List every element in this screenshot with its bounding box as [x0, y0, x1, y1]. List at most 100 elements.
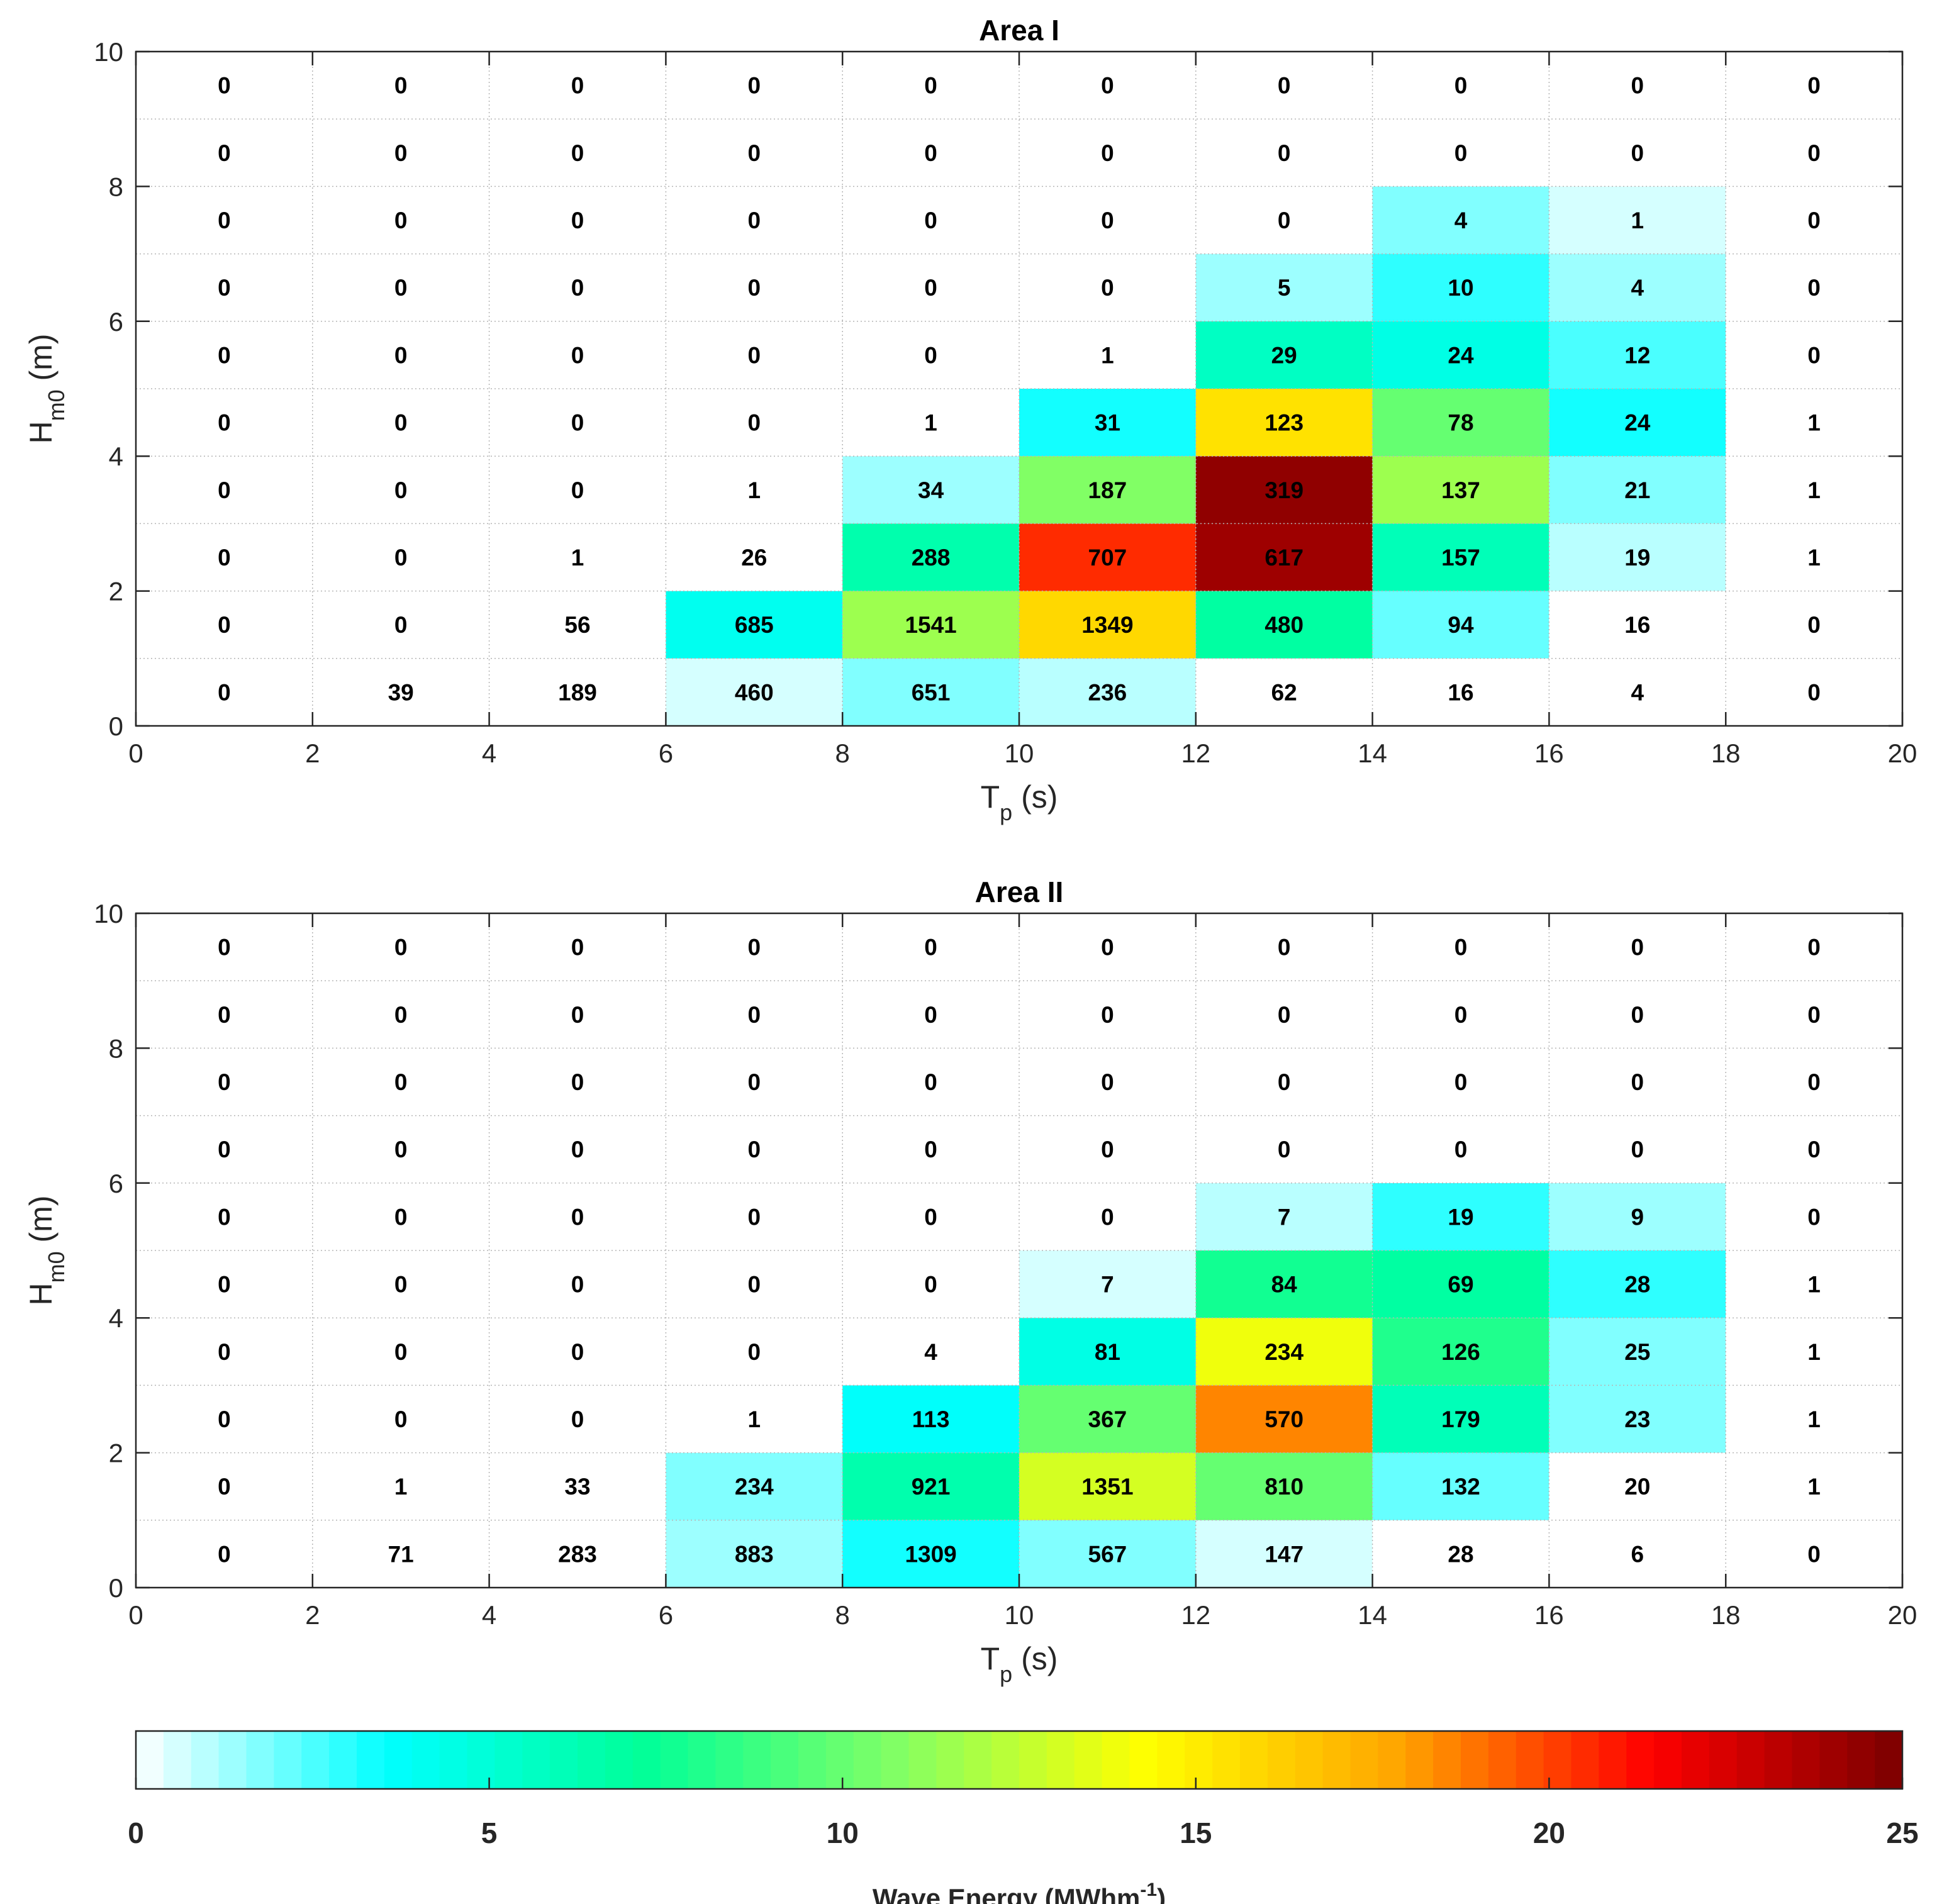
area-1-cell-value: 0	[748, 410, 761, 436]
area-1-y-axis-label: Hm0 (m)	[23, 334, 69, 444]
colorbar-step	[1792, 1731, 1820, 1789]
area-2-cell-value: 570	[1264, 1406, 1303, 1432]
area-1-cell-value: 0	[1278, 140, 1291, 166]
area-1-cell-value: 0	[394, 208, 408, 233]
area-2-cell-value: 0	[1101, 935, 1114, 960]
area-2-cell	[1549, 1115, 1726, 1183]
area-2-y-tick-label: 4	[109, 1303, 123, 1333]
area-2-cell	[1726, 1318, 1902, 1386]
colorbar-step	[1433, 1731, 1461, 1789]
colorbar-step	[1654, 1731, 1682, 1789]
area-1-cell-value: 123	[1264, 410, 1303, 436]
area-2-cell	[1372, 1183, 1549, 1250]
area-1-cell-value: 0	[571, 410, 584, 436]
area-1-cell-value: 1	[571, 545, 584, 571]
area-1-cell	[1195, 321, 1373, 389]
area-2-cell-value: 0	[218, 1069, 231, 1095]
area-1-cell-value: 0	[571, 342, 584, 368]
area-1-cell	[1549, 119, 1726, 187]
area-2-cell-value: 0	[218, 1406, 231, 1432]
colorbar-step	[1571, 1731, 1599, 1789]
area-1-y-label-sub: m0	[43, 389, 69, 421]
colorbar-step	[1599, 1731, 1627, 1789]
area-1-cell-value: 0	[1807, 679, 1821, 705]
colorbar-tick-label: 0	[128, 1817, 144, 1849]
area-1-cell	[136, 321, 313, 389]
area-2-cell-value: 25	[1624, 1339, 1650, 1365]
area-1-cell-value: 0	[394, 545, 408, 571]
area-2-cell-value: 1	[1807, 1339, 1821, 1365]
area-1-cell-value: 1	[748, 477, 761, 503]
area-1-cell	[1549, 456, 1726, 524]
area-2-cell-value: 0	[1631, 1069, 1644, 1095]
area-2-cell-value: 567	[1088, 1541, 1127, 1567]
area-2-cell-value: 179	[1441, 1406, 1480, 1432]
area-2-cell	[136, 1250, 313, 1318]
colorbar-step	[688, 1731, 716, 1789]
area-2-cell-value: 0	[924, 1069, 937, 1095]
area-2-cell-value: 0	[748, 1137, 761, 1162]
area-2-cell	[136, 1115, 313, 1183]
area-1-x-tick-label: 16	[1534, 738, 1564, 768]
area-2-cell-value: 0	[1807, 1137, 1821, 1162]
area-1-cell	[842, 52, 1019, 120]
area-2-x-tick-label: 8	[835, 1600, 850, 1630]
area-1-cell	[1372, 253, 1549, 321]
area-2-cell	[666, 1520, 843, 1588]
area-2-x-tick-label: 4	[482, 1600, 496, 1630]
area-1-cell-value: 0	[1101, 275, 1114, 301]
area-2-cell	[312, 1385, 489, 1453]
area-1-x-tick-label: 20	[1888, 738, 1917, 768]
area-1-cell-value: 0	[1454, 140, 1468, 166]
area-1-cell-value: 26	[741, 545, 767, 571]
area-2-cell	[1726, 1115, 1902, 1183]
area-1-cell	[312, 321, 489, 389]
area-2-cell	[1019, 1048, 1196, 1116]
area-2-cell-value: 0	[924, 1002, 937, 1028]
area-2-cell	[1019, 1115, 1196, 1183]
area-2-cell	[1726, 913, 1902, 981]
area-1-cell-value: 0	[1278, 73, 1291, 99]
area-1-cell-value: 1349	[1081, 612, 1133, 638]
area-2-cell-value: 0	[748, 1204, 761, 1230]
area-1-cell	[666, 186, 843, 254]
colorbar-step	[853, 1731, 882, 1789]
area-1-cell-value: 1	[1807, 477, 1821, 503]
colorbar-step	[439, 1731, 468, 1789]
area-2-x-label-unit: (s)	[1012, 1641, 1058, 1676]
area-2-cell	[1549, 1318, 1726, 1386]
area-2-cell-value: 0	[1807, 935, 1821, 960]
area-1-cell-values: 0 39 189 460 651 236 62 16 4 00 0 56 685 1541 1349 480 9…	[218, 73, 1821, 706]
area-1-cell	[666, 523, 843, 591]
area-1-cell	[489, 52, 666, 120]
colorbar-step	[218, 1731, 247, 1789]
area-2-cell	[842, 1452, 1019, 1520]
area-1-cell	[489, 253, 666, 321]
colorbar-step	[1819, 1731, 1848, 1789]
area-2-cell-value: 28	[1448, 1541, 1473, 1567]
area-1-cell-value: 62	[1271, 679, 1297, 705]
area-1-cell	[1726, 523, 1902, 591]
area-2-cell	[136, 1520, 313, 1588]
area-1-cell-value: 319	[1264, 477, 1303, 503]
area-2-cell-value: 0	[1631, 1002, 1644, 1028]
area-2-cell	[842, 1318, 1019, 1386]
area-2-cell-value: 0	[571, 1137, 584, 1162]
area-1-cell-value: 0	[394, 73, 408, 99]
area-2-cell-value: 0	[218, 1272, 231, 1298]
area-1-cell-value: 0	[218, 140, 231, 166]
area-2-x-tick-label: 2	[305, 1600, 320, 1630]
area-2-cell	[1726, 1183, 1902, 1250]
colorbar-step	[578, 1731, 606, 1789]
area-1-title: Area I	[979, 14, 1059, 47]
colorbar-step	[1736, 1731, 1765, 1789]
area-1-cell-value: 187	[1088, 477, 1127, 503]
area-1-cell	[1726, 186, 1902, 254]
area-2-cell-value: 0	[218, 1474, 231, 1500]
area-2-cell-value: 367	[1088, 1406, 1127, 1432]
area-1-cell	[1195, 52, 1373, 120]
area-1-cell-value: 0	[571, 477, 584, 503]
area-2-cell-value: 0	[1101, 1069, 1114, 1095]
area-2-cell	[666, 1115, 843, 1183]
